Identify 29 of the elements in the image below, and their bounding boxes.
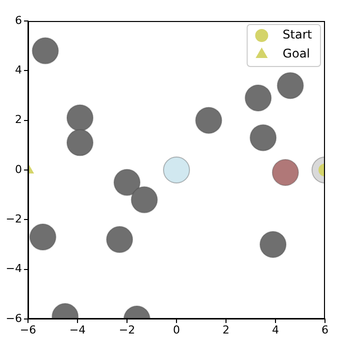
point: [163, 156, 190, 184]
y-tick-label: −2: [6, 212, 22, 226]
point: [260, 231, 287, 258]
point: [106, 226, 134, 254]
x-tick-label: −2: [118, 323, 136, 336]
point: [66, 129, 94, 156]
point: [130, 186, 158, 214]
y-tick-label: 2: [15, 113, 22, 126]
x-tick-label: 6: [322, 323, 328, 336]
x-tick-label: 2: [222, 323, 230, 336]
point: [272, 158, 299, 186]
point: [114, 168, 140, 196]
point: [276, 72, 304, 100]
y-tick-label: 0: [15, 162, 22, 176]
x-tick-label: 0: [173, 323, 180, 336]
point: [29, 224, 56, 251]
point: [250, 124, 277, 152]
x-tick-label: 4: [272, 323, 279, 336]
legend-label: Goal: [282, 46, 310, 61]
x-tick-label: −4: [69, 323, 86, 336]
point: [195, 106, 222, 134]
y-tick-label: −6: [6, 312, 22, 325]
y-tick-label: −4: [6, 262, 22, 276]
y-tick-label: 6: [15, 14, 22, 27]
point: [244, 84, 272, 112]
y-tick-label: 4: [15, 64, 22, 77]
legend-label: Start: [282, 28, 312, 42]
point: [32, 37, 59, 64]
point: [66, 104, 94, 132]
